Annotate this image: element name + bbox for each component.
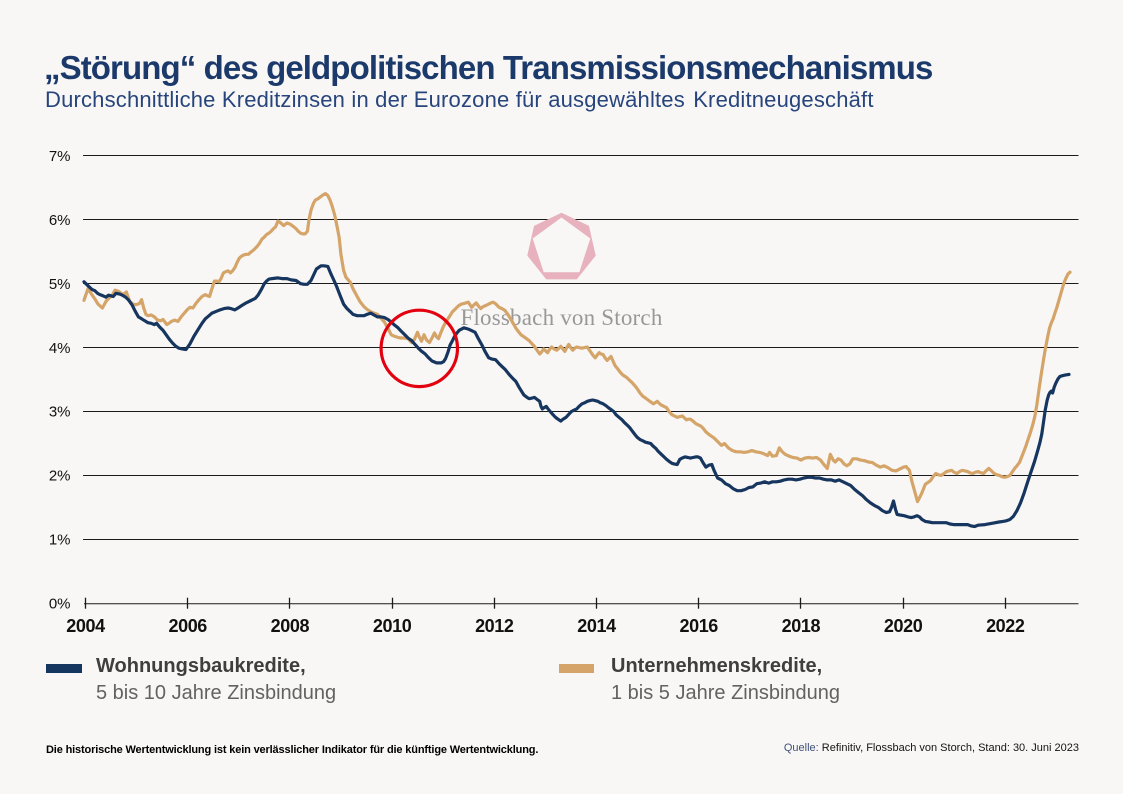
svg-text:2012: 2012 xyxy=(475,616,514,636)
svg-text:2006: 2006 xyxy=(168,616,207,636)
svg-text:2018: 2018 xyxy=(782,616,821,636)
svg-text:6%: 6% xyxy=(49,212,71,229)
svg-text:2022: 2022 xyxy=(986,616,1025,636)
svg-text:2%: 2% xyxy=(49,468,71,485)
svg-text:Flossbach von Storch: Flossbach von Storch xyxy=(460,305,662,330)
svg-text:5%: 5% xyxy=(49,276,71,293)
svg-text:2004: 2004 xyxy=(66,616,105,636)
svg-text:1%: 1% xyxy=(49,532,71,549)
svg-text:4%: 4% xyxy=(49,340,71,357)
svg-text:2016: 2016 xyxy=(679,616,718,636)
svg-text:3%: 3% xyxy=(49,404,71,421)
svg-text:2014: 2014 xyxy=(577,616,616,636)
svg-text:2020: 2020 xyxy=(884,616,923,636)
svg-text:0%: 0% xyxy=(49,595,71,612)
svg-text:7%: 7% xyxy=(49,148,71,165)
svg-text:2008: 2008 xyxy=(271,616,310,636)
svg-text:2010: 2010 xyxy=(373,616,412,636)
